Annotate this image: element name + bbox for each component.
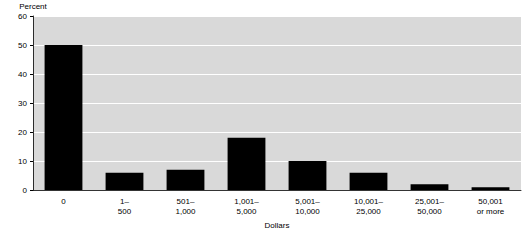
svg-text:1–: 1– xyxy=(120,197,129,206)
svg-text:500: 500 xyxy=(118,207,132,216)
svg-text:30: 30 xyxy=(18,99,27,108)
svg-text:501–: 501– xyxy=(177,197,195,206)
svg-text:5,001–: 5,001– xyxy=(295,197,320,206)
svg-text:50,000: 50,000 xyxy=(417,207,442,216)
svg-text:10,000: 10,000 xyxy=(295,207,320,216)
svg-text:10: 10 xyxy=(18,157,27,166)
svg-text:5,000: 5,000 xyxy=(236,207,257,216)
svg-text:Percent: Percent xyxy=(19,2,47,11)
svg-text:Dollars: Dollars xyxy=(265,221,290,230)
svg-text:0: 0 xyxy=(23,186,28,195)
svg-text:50: 50 xyxy=(18,41,27,50)
svg-text:10,001–: 10,001– xyxy=(354,197,383,206)
svg-text:20: 20 xyxy=(18,128,27,137)
svg-text:25,001–: 25,001– xyxy=(415,197,444,206)
svg-text:1,001–: 1,001– xyxy=(234,197,259,206)
svg-text:0: 0 xyxy=(61,197,66,206)
svg-text:40: 40 xyxy=(18,70,27,79)
svg-text:25,000: 25,000 xyxy=(356,207,381,216)
svg-text:60: 60 xyxy=(18,12,27,21)
svg-text:or more: or more xyxy=(477,207,505,216)
svg-text:1,000: 1,000 xyxy=(175,207,196,216)
svg-text:50,001: 50,001 xyxy=(478,197,503,206)
